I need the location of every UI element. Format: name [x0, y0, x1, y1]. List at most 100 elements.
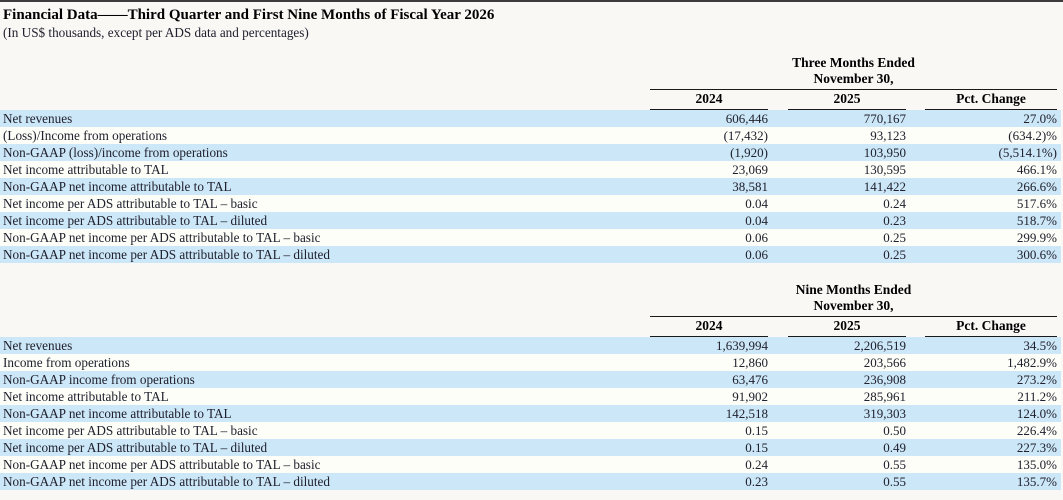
row-label: Net income per ADS attributable to TAL –…: [3, 440, 268, 455]
value-2024: 38,581: [732, 179, 768, 194]
value-2025: 0.25: [883, 247, 906, 262]
value-pct-change: 135.0%: [1016, 457, 1057, 472]
table-row: Non-GAAP net income per ADS attributable…: [0, 229, 1061, 246]
row-label: Non-GAAP net income per ADS attributable…: [3, 230, 321, 245]
value-2025: 203,566: [863, 355, 906, 370]
nine-months-table-body: Net revenues 1,639,994 2,206,519 34.5% I…: [0, 337, 1061, 490]
column-header-pct-change: Pct. Change: [925, 90, 1057, 110]
value-2024: 23,069: [732, 162, 768, 177]
value-2024: 0.23: [745, 474, 768, 489]
period-line1: Nine Months Ended: [795, 282, 912, 297]
column-header-2025: 2025: [788, 317, 906, 337]
row-label: (Loss)/Income from operations: [3, 128, 168, 143]
row-label: Net income attributable to TAL: [3, 389, 169, 404]
table-row: Net revenues 1,639,994 2,206,519 34.5%: [0, 337, 1061, 354]
value-pct-change: 266.6%: [1016, 179, 1057, 194]
page-title: Financial Data——Third Quarter and First …: [3, 7, 495, 23]
value-2024: 142,518: [725, 406, 768, 421]
value-2024: (1,920): [730, 145, 768, 160]
value-2025: 141,422: [863, 179, 906, 194]
value-2025: 319,303: [863, 406, 906, 421]
value-2025: 0.50: [883, 423, 906, 438]
column-header-2024: 2024: [650, 317, 768, 337]
table-row: Net income per ADS attributable to TAL –…: [0, 195, 1061, 212]
value-2025: 93,123: [870, 128, 906, 143]
nine-months-table: Nine Months Ended November 30, 2024 2025…: [0, 282, 1061, 490]
value-2025: 285,961: [863, 389, 906, 404]
row-label: Net income per ADS attributable to TAL –…: [3, 423, 258, 438]
table-row: Non-GAAP income from operations 63,476 2…: [0, 371, 1061, 388]
column-header-pct-change: Pct. Change: [925, 317, 1057, 337]
row-label: Non-GAAP income from operations: [3, 372, 195, 387]
value-2025: 0.55: [883, 474, 906, 489]
row-label: Net income attributable to TAL: [3, 162, 169, 177]
value-2025: 0.24: [883, 196, 906, 211]
table-row: Net income per ADS attributable to TAL –…: [0, 439, 1061, 456]
value-2025: 0.55: [883, 457, 906, 472]
value-2024: 606,446: [725, 111, 768, 126]
value-2024: 1,639,994: [716, 338, 768, 353]
page-subtitle: (In US$ thousands, except per ADS data a…: [3, 25, 309, 40]
value-pct-change: 227.3%: [1016, 440, 1057, 455]
value-2024: 0.06: [745, 230, 768, 245]
value-2025: 0.49: [883, 440, 906, 455]
value-2024: 0.15: [745, 423, 768, 438]
table-row: Non-GAAP net income per ADS attributable…: [0, 473, 1061, 490]
period-line2: November 30,: [813, 71, 894, 86]
row-label: Non-GAAP net income attributable to TAL: [3, 179, 232, 194]
period-header-row: Nine Months Ended November 30,: [0, 282, 1061, 317]
row-label: Net revenues: [3, 338, 73, 353]
value-pct-change: 273.2%: [1016, 372, 1057, 387]
row-label: Net income per ADS attributable to TAL –…: [3, 196, 258, 211]
table-row: (Loss)/Income from operations (17,432) 9…: [0, 127, 1061, 144]
value-pct-change: 518.7%: [1016, 213, 1057, 228]
value-2025: 770,167: [863, 111, 906, 126]
table-row: Net income attributable to TAL 91,902 28…: [0, 388, 1061, 405]
period-line1: Three Months Ended: [792, 55, 915, 70]
value-2024: 12,860: [732, 355, 768, 370]
value-2024: 0.04: [745, 213, 768, 228]
three-months-table-body: Net revenues 606,446 770,167 27.0% (Loss…: [0, 110, 1061, 263]
row-label: Income from operations: [3, 355, 130, 370]
column-header-2024: 2024: [650, 90, 768, 110]
page-header: Financial Data——Third Quarter and First …: [0, 2, 1063, 41]
value-pct-change: 27.0%: [1023, 111, 1057, 126]
value-pct-change: 124.0%: [1016, 406, 1057, 421]
period-header: Three Months Ended November 30,: [650, 55, 1057, 90]
value-pct-change: 226.4%: [1016, 423, 1057, 438]
table-row: Net income per ADS attributable to TAL –…: [0, 212, 1061, 229]
column-header-row: 2024 2025 Pct. Change: [0, 90, 1061, 110]
value-2024: 0.06: [745, 247, 768, 262]
table-row: Net income per ADS attributable to TAL –…: [0, 422, 1061, 439]
table-row: Non-GAAP net income per ADS attributable…: [0, 246, 1061, 263]
table-row: Non-GAAP net income attributable to TAL …: [0, 405, 1061, 422]
table-row: Income from operations 12,860 203,566 1,…: [0, 354, 1061, 371]
value-pct-change: 299.9%: [1016, 230, 1057, 245]
row-label: Net income per ADS attributable to TAL –…: [3, 213, 268, 228]
value-2025: 236,908: [863, 372, 906, 387]
column-header-2025: 2025: [788, 90, 906, 110]
value-pct-change: 211.2%: [1017, 389, 1057, 404]
value-pct-change: (634.2)%: [1008, 128, 1057, 143]
period-line2: November 30,: [813, 298, 894, 313]
row-label: Net revenues: [3, 111, 73, 126]
value-pct-change: (5,514.1%): [998, 145, 1058, 160]
row-label: Non-GAAP (loss)/income from operations: [3, 145, 228, 160]
table-row: Net revenues 606,446 770,167 27.0%: [0, 110, 1061, 127]
period-header-row: Three Months Ended November 30,: [0, 55, 1061, 90]
period-header: Nine Months Ended November 30,: [650, 282, 1057, 317]
value-2025: 2,206,519: [854, 338, 906, 353]
value-2024: 0.04: [745, 196, 768, 211]
value-pct-change: 300.6%: [1016, 247, 1057, 262]
value-pct-change: 34.5%: [1023, 338, 1057, 353]
row-label: Non-GAAP net income per ADS attributable…: [3, 247, 330, 262]
value-2024: (17,432): [723, 128, 768, 143]
value-pct-change: 1,482.9%: [1007, 355, 1057, 370]
column-header-row: 2024 2025 Pct. Change: [0, 317, 1061, 337]
value-2024: 0.15: [745, 440, 768, 455]
value-2024: 91,902: [732, 389, 768, 404]
row-label: Non-GAAP net income per ADS attributable…: [3, 474, 330, 489]
row-label: Non-GAAP net income per ADS attributable…: [3, 457, 321, 472]
table-row: Net income attributable to TAL 23,069 13…: [0, 161, 1061, 178]
value-pct-change: 466.1%: [1016, 162, 1057, 177]
